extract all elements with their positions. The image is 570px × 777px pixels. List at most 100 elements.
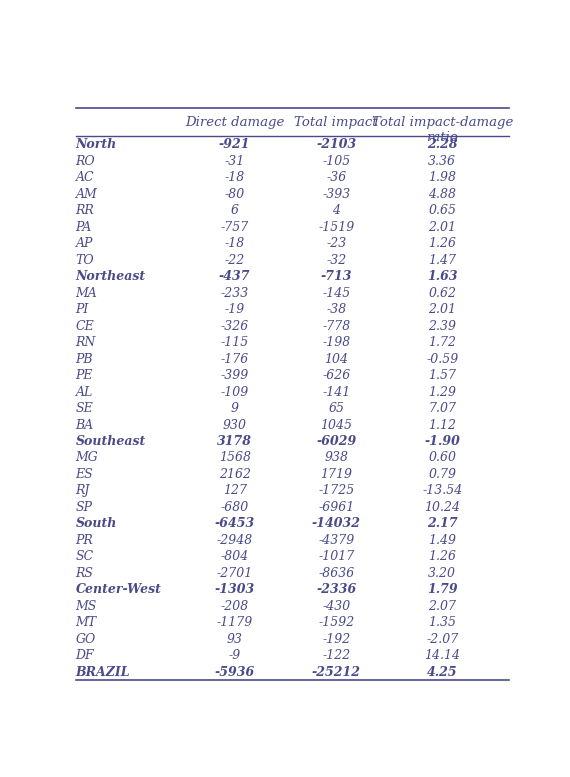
Text: 2.28: 2.28 [427,138,458,152]
Text: 7.07: 7.07 [428,402,457,415]
Text: -8636: -8636 [318,566,355,580]
Text: 1.26: 1.26 [428,550,457,563]
Text: 3178: 3178 [217,435,252,448]
Text: -1303: -1303 [214,584,255,596]
Text: -19: -19 [225,303,245,316]
Text: 1.57: 1.57 [428,369,457,382]
Text: -1592: -1592 [318,616,355,629]
Text: -18: -18 [225,237,245,250]
Text: SC: SC [76,550,94,563]
Text: -6453: -6453 [214,517,255,531]
Text: SE: SE [76,402,93,415]
Text: 1.47: 1.47 [428,254,457,267]
Text: -6961: -6961 [318,501,355,514]
Text: RR: RR [76,204,95,218]
Text: -2336: -2336 [316,584,356,596]
Text: 930: 930 [223,419,247,431]
Text: 2.01: 2.01 [428,221,457,234]
Text: 3.20: 3.20 [428,566,457,580]
Text: -25212: -25212 [312,666,361,678]
Text: 93: 93 [227,632,243,646]
Text: Total impact: Total impact [295,116,378,129]
Text: Southeast: Southeast [76,435,146,448]
Text: 1.79: 1.79 [427,584,458,596]
Text: 2.39: 2.39 [428,319,457,333]
Text: -430: -430 [322,600,351,613]
Text: TO: TO [76,254,94,267]
Text: Total impact-damage
ratio: Total impact-damage ratio [372,116,513,144]
Text: -804: -804 [221,550,249,563]
Text: AM: AM [76,188,97,201]
Text: PR: PR [76,534,93,547]
Text: SP: SP [76,501,93,514]
Text: -22: -22 [225,254,245,267]
Text: RO: RO [76,155,95,168]
Text: 6: 6 [231,204,239,218]
Text: -1519: -1519 [318,221,355,234]
Text: -145: -145 [322,287,351,300]
Text: 3.36: 3.36 [428,155,457,168]
Text: -921: -921 [219,138,250,152]
Text: -105: -105 [322,155,351,168]
Text: -1.90: -1.90 [425,435,460,448]
Text: -176: -176 [221,353,249,366]
Text: BA: BA [76,419,94,431]
Text: -18: -18 [225,172,245,184]
Text: 65: 65 [328,402,344,415]
Text: -13.54: -13.54 [422,484,462,497]
Text: ES: ES [76,468,93,481]
Text: -233: -233 [221,287,249,300]
Text: -1179: -1179 [217,616,253,629]
Text: 0.60: 0.60 [428,451,457,465]
Text: 2.01: 2.01 [428,303,457,316]
Text: 2.07: 2.07 [428,600,457,613]
Text: -2.07: -2.07 [426,632,458,646]
Text: RS: RS [76,566,93,580]
Text: MT: MT [76,616,97,629]
Text: -757: -757 [221,221,249,234]
Text: -32: -32 [326,254,347,267]
Text: -4379: -4379 [318,534,355,547]
Text: -31: -31 [225,155,245,168]
Text: North: North [76,138,117,152]
Text: -2701: -2701 [217,566,253,580]
Text: -36: -36 [326,172,347,184]
Text: 2.17: 2.17 [427,517,458,531]
Text: PB: PB [76,353,93,366]
Text: -5936: -5936 [214,666,255,678]
Text: 1.49: 1.49 [428,534,457,547]
Text: MS: MS [76,600,97,613]
Text: 1.72: 1.72 [428,336,457,349]
Text: -2948: -2948 [217,534,253,547]
Text: -192: -192 [322,632,351,646]
Text: 0.62: 0.62 [428,287,457,300]
Text: Center-West: Center-West [76,584,161,596]
Text: -1725: -1725 [318,484,355,497]
Text: RJ: RJ [76,484,90,497]
Text: South: South [76,517,117,531]
Text: CE: CE [76,319,95,333]
Text: GO: GO [76,632,96,646]
Text: -680: -680 [221,501,249,514]
Text: -2103: -2103 [316,138,356,152]
Text: BRAZIL: BRAZIL [76,666,130,678]
Text: RN: RN [76,336,96,349]
Text: PI: PI [76,303,89,316]
Text: 1719: 1719 [320,468,352,481]
Text: -122: -122 [322,649,351,662]
Text: -626: -626 [322,369,351,382]
Text: 10.24: 10.24 [424,501,461,514]
Text: -208: -208 [221,600,249,613]
Text: 1045: 1045 [320,419,352,431]
Text: 1.26: 1.26 [428,237,457,250]
Text: MG: MG [76,451,99,465]
Text: 2162: 2162 [219,468,251,481]
Text: 4.88: 4.88 [428,188,457,201]
Text: 104: 104 [324,353,348,366]
Text: 0.79: 0.79 [428,468,457,481]
Text: Northeast: Northeast [76,270,146,284]
Text: 9: 9 [231,402,239,415]
Text: AP: AP [76,237,93,250]
Text: -713: -713 [320,270,352,284]
Text: 1.63: 1.63 [427,270,458,284]
